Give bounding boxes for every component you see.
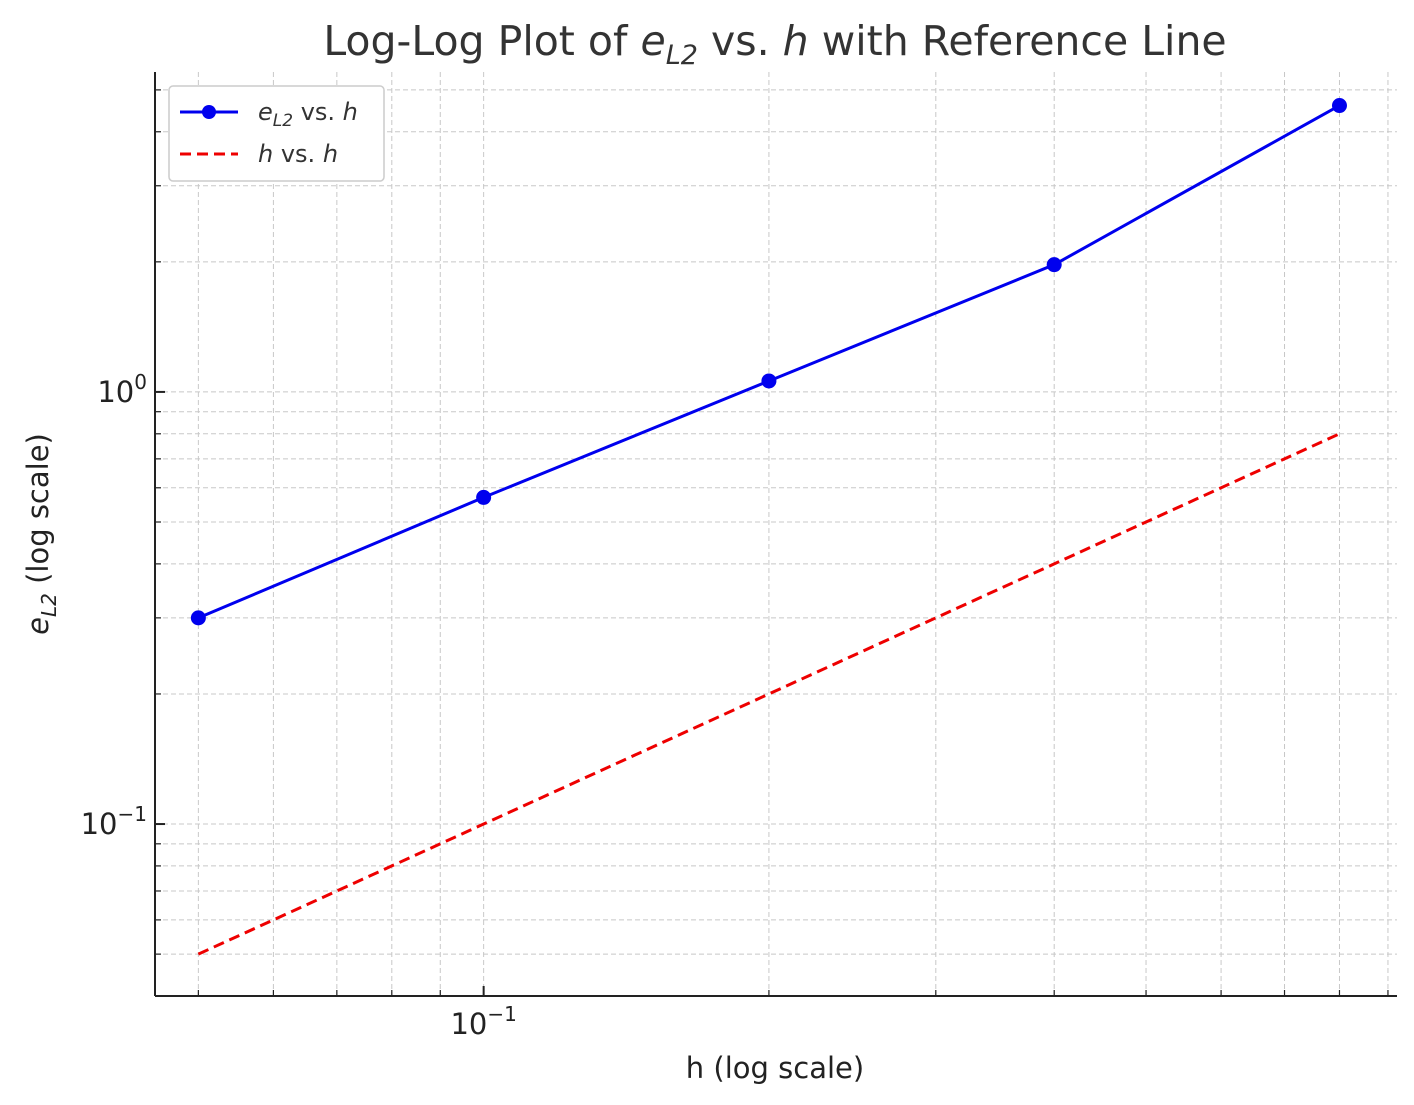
series-1-point <box>476 489 492 505</box>
axis-ticks: 10−1 10−1 100 <box>81 89 1389 1041</box>
legend-box <box>168 85 385 182</box>
x-tick-label: 10−1 <box>450 1002 516 1041</box>
series-1-point <box>190 610 206 626</box>
series-1-point <box>761 373 777 389</box>
legend: eL2 vs. h h vs. h <box>168 85 385 182</box>
legend-label-series-2: h vs. h <box>258 140 338 168</box>
x-axis-label: h (log scale) <box>686 1051 864 1085</box>
series-line-2 <box>197 432 1341 956</box>
chart-title: Log-Log Plot of eL2 vs. h with Reference… <box>323 17 1226 71</box>
y-axis-label: eL2 (log scale) <box>21 433 61 635</box>
legend-marker-series-1 <box>202 105 216 119</box>
series-layer <box>190 98 1347 956</box>
series-1-point <box>1046 257 1062 273</box>
y-tick-label: 10−1 <box>81 802 147 841</box>
series-1-point <box>1331 98 1347 114</box>
grid-lines <box>155 72 1397 997</box>
legend-label-series-1: eL2 vs. h <box>258 98 358 131</box>
y-tick-label: 100 <box>97 370 147 409</box>
